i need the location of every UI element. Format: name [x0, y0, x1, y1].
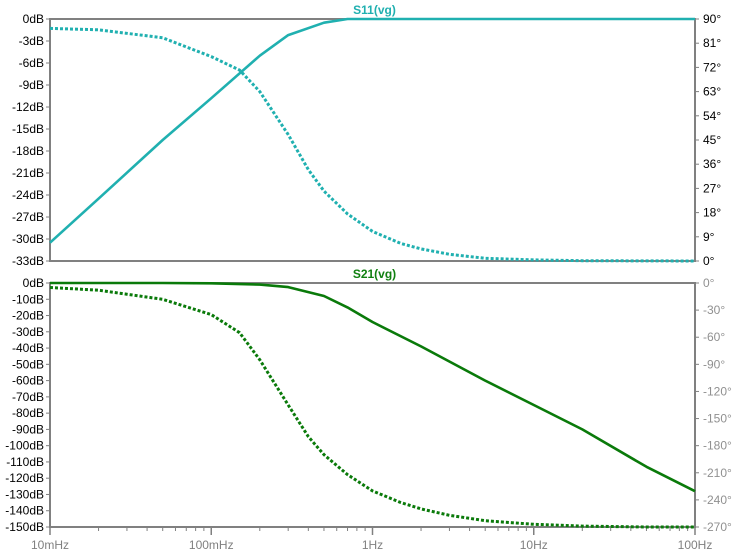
- panel1-left-tick-label: -30dB: [12, 232, 44, 246]
- panel1-right-tick-label: 54°: [703, 109, 721, 123]
- panel2-right-tick-label: -30°: [703, 303, 725, 317]
- panel2-left-tick-label: -130dB: [5, 487, 44, 501]
- x-tick-label: 10Hz: [520, 538, 548, 552]
- panel1-left-tick-label: -18dB: [12, 144, 44, 158]
- panel2-title: S21(vg): [353, 267, 396, 281]
- panel2-left-tick-label: -100dB: [5, 439, 44, 453]
- panel2-magnitude-curve: [50, 281, 696, 493]
- panel1-title: S11(vg): [353, 3, 396, 17]
- panel2-right-tick-label: -210°: [703, 466, 732, 480]
- axis-labels: S11(vg) 0dB -3dB -6dB -9dB -12dB -15dB -18dB -21…: [5, 3, 732, 552]
- panel1-magnitude-curve: [49, 17, 695, 244]
- panel2-left-tick-label: -20dB: [12, 309, 44, 323]
- panel1-right-tick-label: 81°: [703, 36, 721, 50]
- panel2-left-tick-label: 0dB: [23, 276, 44, 290]
- x-axis: [49, 527, 696, 535]
- panel1-left-tick-label: -15dB: [12, 122, 44, 136]
- panel1-right-tick-label: 18°: [703, 206, 721, 220]
- panel1-left-tick-label: -12dB: [12, 100, 44, 114]
- panel1-left-tick-label: -27dB: [12, 210, 44, 224]
- panel2-left-tick-label: -60dB: [12, 374, 44, 388]
- panel2-left-tick-label: -140dB: [5, 504, 44, 518]
- panel1-right-tick-label: 0°: [703, 254, 715, 268]
- panel2-right-tick-label: -240°: [703, 493, 732, 507]
- panel1-right-tick-label: 9°: [703, 230, 715, 244]
- panel2-left-tick-label: -10dB: [12, 292, 44, 306]
- panel2-left-tick-label: -150dB: [5, 520, 44, 534]
- panel2-right-tick-label: -150°: [703, 412, 732, 426]
- panel2-right-tick-label: 0°: [703, 276, 715, 290]
- panel1-left-tick-label: -33dB: [12, 254, 44, 268]
- panel2-right-tick-label: -270°: [703, 520, 732, 534]
- x-tick-label: 100mHz: [189, 538, 234, 552]
- panel2-left-tick-label: -30dB: [12, 325, 44, 339]
- panel1-phase-curve: [49, 26, 696, 263]
- panel1-right-tick-label: 27°: [703, 181, 721, 195]
- panel1-right-tick-label: 36°: [703, 157, 721, 171]
- panel2-left-tick-label: -80dB: [12, 406, 44, 420]
- panel1-left-tick-label: -24dB: [12, 188, 44, 202]
- x-tick-label: 10mHz: [31, 538, 69, 552]
- panel1-right-tick-label: 45°: [703, 133, 721, 147]
- panel1-right-tick-label: 72°: [703, 60, 721, 74]
- panel2-left-tick-label: -40dB: [12, 341, 44, 355]
- panel1-right-tick-label: 90°: [703, 12, 721, 26]
- panel1-right-tick-label: 63°: [703, 85, 721, 99]
- panel2-right-tick-label: -120°: [703, 384, 732, 398]
- panel1-left-tick-label: -6dB: [19, 56, 44, 70]
- panel2-right-tick-label: -180°: [703, 439, 732, 453]
- panel2-left-tick-label: -120dB: [5, 471, 44, 485]
- panel1-left-tick-label: -9dB: [19, 78, 44, 92]
- panel2-right-tick-label: -90°: [703, 357, 725, 371]
- panel1-left-tick-label: -21dB: [12, 166, 44, 180]
- panel2-left-tick-label: -110dB: [6, 455, 44, 469]
- panel1-left-tick-label: -3dB: [19, 34, 44, 48]
- panel2-phase-curve: [49, 286, 695, 529]
- panel2-right-tick-label: -60°: [703, 330, 725, 344]
- x-tick-label: 100Hz: [678, 538, 713, 552]
- x-tick-label: 1Hz: [362, 538, 383, 552]
- panel2-left-tick-label: -70dB: [12, 390, 44, 404]
- curves: [49, 17, 696, 529]
- panel1-left-tick-label: 0dB: [23, 12, 44, 26]
- panel2-left-tick-label: -50dB: [12, 357, 44, 371]
- panel2-left-tick-label: -90dB: [12, 422, 44, 436]
